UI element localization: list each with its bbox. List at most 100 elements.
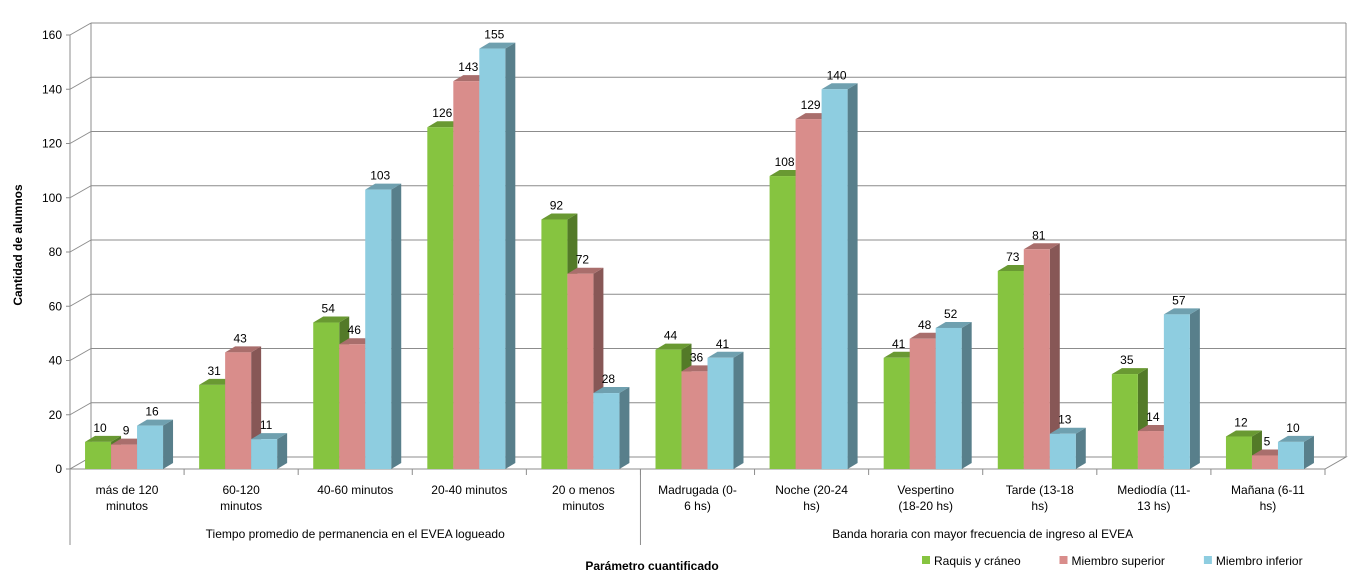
bar-top [1277,435,1314,442]
bar-front [1251,455,1278,469]
bar-side [1189,308,1200,469]
data-label: 28 [602,372,616,386]
legend-swatch [922,556,930,564]
bar-front [681,371,708,469]
legend-swatch [1203,556,1212,564]
data-label: 13 [1058,413,1072,427]
bar-front [769,176,796,470]
bar-top [593,387,630,394]
data-label: 31 [207,364,221,378]
data-label: 44 [664,329,678,343]
data-label: 73 [1006,250,1020,264]
bar-side [733,351,744,469]
bar [1049,427,1086,469]
bar-front [1049,433,1076,469]
group-label: Tiempo promedio de permanencia en el EVE… [206,527,505,541]
bar [365,183,402,470]
bar-front [1023,249,1050,469]
bar-front [655,349,682,469]
y-tick-label: 120 [42,137,62,151]
bar-side [391,183,402,470]
x-tick-label: 20-40 minutos [431,483,507,497]
gridline-diagonal [69,348,92,361]
bar [593,387,630,469]
data-label: 35 [1120,353,1134,367]
x-tick-label: minutos [106,499,148,513]
bar-front [313,322,340,469]
bar-top [1163,308,1200,315]
x-tick-label: más de 120 [96,483,159,497]
gridline-diagonal [69,293,92,307]
data-label: 36 [690,350,704,364]
group-label: Banda horaria con mayor frecuencia de in… [832,527,1133,541]
bar-front [1225,436,1252,469]
bar-top [137,419,174,426]
x-axis-title: Parámetro cuantificado [585,559,718,573]
data-label: 92 [550,198,564,212]
data-labels: 10 9 16 31 43 11 54 46 103 126 143 155 92 72 28 44 36 41 1… [93,28,1300,449]
bar-front [567,273,594,469]
bar-top [1023,243,1060,250]
bar-front [225,352,252,469]
data-label: 72 [576,253,590,267]
data-label: 126 [432,106,452,120]
bar-front [85,441,112,469]
bar-front [935,327,962,469]
x-tick-label: hs) [1260,499,1277,513]
bar [1277,435,1314,469]
bar-side [1075,427,1086,469]
gridline-diagonal [69,22,92,36]
gridline-diagonal [69,185,92,199]
bar-front [479,48,506,469]
bar-front [1277,441,1304,469]
bar [935,321,972,469]
bar-front [1163,314,1190,469]
bar-top [313,316,350,323]
data-label: 46 [348,323,362,337]
bar [137,419,174,469]
legend: Raquis y cráneo Miembro superior Miembro i… [922,554,1303,568]
x-tick-label: Vespertino [897,483,954,497]
bar-top [85,435,122,442]
bar-front [707,357,734,469]
bar [251,433,288,469]
x-tick-label: minutos [220,499,262,513]
x-tick-label: Tarde (13-18 [1006,483,1074,497]
bar-front [199,384,226,469]
data-label: 48 [918,318,932,332]
bar [1163,308,1200,469]
data-label: 103 [370,169,390,183]
bar-top [1111,368,1148,375]
bar [1225,430,1262,469]
bar-side [847,83,858,469]
y-tick-label: 140 [42,82,62,96]
y-tick-label: 100 [42,191,62,205]
x-tick-label: Madrugada (0- [658,483,737,497]
data-label: 9 [123,424,130,438]
y-axis-title: Cantidad de alumnos [11,184,25,306]
data-label: 41 [892,337,906,351]
bar-top [1049,427,1086,434]
bar [479,42,516,469]
data-label: 43 [233,331,247,345]
legend-swatch [1059,556,1068,564]
bar-side [277,433,288,469]
data-label: 81 [1032,228,1046,242]
gridline-diagonal [69,131,92,144]
bar-top [935,321,972,328]
bar-top [365,183,402,190]
bar-side [1049,243,1060,469]
x-tick-label: (18-20 hs) [898,499,953,513]
bar-top [479,42,516,49]
bar-front [137,425,164,469]
legend-label: Miembro superior [1072,554,1165,568]
bar [1023,243,1060,469]
x-tick-label: hs) [1031,499,1048,513]
x-tick-label: hs) [803,499,820,513]
y-tick-label: 60 [49,299,63,313]
bars [85,42,1314,470]
bar-front [339,344,366,469]
x-tick-label: Noche (20-24 [775,483,848,497]
bar-front [593,393,620,469]
